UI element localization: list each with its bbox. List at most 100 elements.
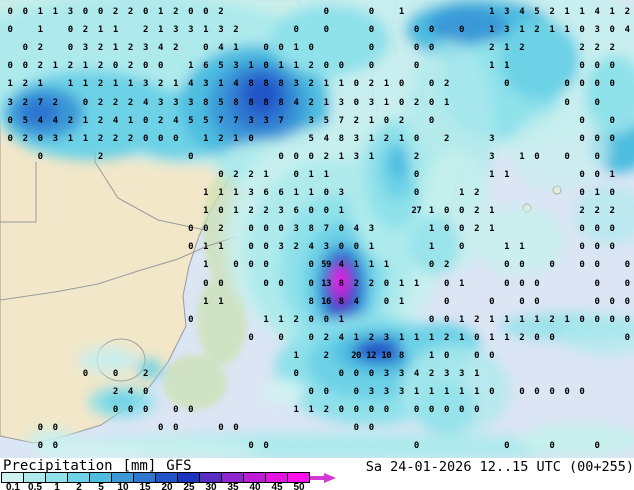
precip-value: 0 xyxy=(233,260,239,271)
precip-value: 0 xyxy=(338,224,344,235)
precip-value: 0 xyxy=(353,97,359,108)
precip-value: 1 xyxy=(82,115,88,126)
valid-time-label: Sa 24-01-2026 12..15 UTC (00+255) xyxy=(365,459,634,475)
precip-value: 2 xyxy=(158,115,163,126)
precip-value: 2 xyxy=(127,133,133,144)
precip-value: 0 xyxy=(579,25,585,36)
precip-value: 0 xyxy=(579,133,585,144)
precip-value: 2 xyxy=(158,79,163,90)
precip-value: 4 xyxy=(127,387,133,398)
legend-title: Precipitation [mm] GFS xyxy=(3,458,192,474)
precip-value: 0 xyxy=(263,278,269,289)
precip-value: 0 xyxy=(609,79,615,90)
precip-value: 1 xyxy=(278,314,284,325)
precip-value: 0 xyxy=(308,387,314,398)
precip-value: 2 xyxy=(127,43,133,54)
precip-value: 3 xyxy=(263,115,269,126)
precip-value: 2 xyxy=(218,224,224,235)
precip-value: 2 xyxy=(173,7,179,17)
precip-value: 1 xyxy=(127,79,133,90)
precip-value: 5 xyxy=(22,115,28,126)
legend-scale-label: 10 xyxy=(117,482,129,490)
precip-value: 2 xyxy=(519,43,525,54)
precip-value: 1 xyxy=(158,7,163,17)
precip-value: 1 xyxy=(579,7,585,17)
color-scale-bar xyxy=(1,472,310,483)
precip-value: 4 xyxy=(158,43,163,54)
precip-value: 6 xyxy=(263,188,269,198)
precip-value: 2 xyxy=(52,97,58,108)
precip-value: 1 xyxy=(428,387,434,398)
precip-value: 0 xyxy=(158,133,163,144)
precip-value: 2 xyxy=(594,43,600,54)
precip-value: 3 xyxy=(398,369,404,379)
precip-value: 3 xyxy=(308,115,314,126)
precip-value: 1 xyxy=(383,79,389,90)
precip-value: 0 xyxy=(383,278,389,289)
precip-value: 0 xyxy=(443,350,449,361)
precip-value: 3 xyxy=(158,97,163,108)
precip-value: 2 xyxy=(323,332,329,343)
precip-value: 1 xyxy=(338,314,344,325)
precip-value: 1 xyxy=(218,296,224,307)
precip-value: 10 xyxy=(381,350,392,361)
precip-value: 0 xyxy=(383,115,389,126)
precip-value: 0 xyxy=(293,169,299,180)
precip-value: 59 xyxy=(321,260,331,271)
precip-value: 0 xyxy=(624,314,630,325)
precip-value: 0 xyxy=(504,441,510,452)
precip-value: 1 xyxy=(308,405,314,416)
precip-value: 0 xyxy=(188,151,194,162)
precip-value: 3 xyxy=(203,79,209,90)
precip-value: 0 xyxy=(218,169,224,180)
precip-value: 5 xyxy=(188,115,194,126)
precip-value: 1 xyxy=(203,242,209,253)
precip-value: 0 xyxy=(443,314,449,325)
precip-value: 0 xyxy=(579,242,585,253)
precip-value: 2 xyxy=(37,61,43,72)
precip-value: 1 xyxy=(398,278,404,289)
precip-value: 2 xyxy=(579,206,585,217)
precip-value: 4 xyxy=(173,115,179,126)
precip-value: 4 xyxy=(519,7,525,17)
precip-value: 1 xyxy=(519,151,525,162)
precip-value: 0 xyxy=(323,61,329,72)
precip-value: 8 xyxy=(248,79,254,90)
precip-value: 2 xyxy=(97,43,103,54)
precip-value: 4 xyxy=(353,296,359,307)
precip-value: 3 xyxy=(293,79,299,90)
precip-value: 2 xyxy=(428,369,434,379)
precip-value: 0 xyxy=(203,43,209,54)
precip-value: 0 xyxy=(519,278,525,289)
precip-value: 0 xyxy=(459,25,464,36)
precip-value: 1 xyxy=(368,260,374,271)
legend-scale-label: 40 xyxy=(249,482,261,490)
precip-value: 0 xyxy=(308,332,314,343)
precip-value: 0 xyxy=(278,278,284,289)
precip-value: 1 xyxy=(504,314,510,325)
precip-value: 0 xyxy=(489,350,495,361)
precip-value: 2 xyxy=(97,133,103,144)
precip-value: 2 xyxy=(22,97,28,108)
precip-value: 0 xyxy=(248,133,254,144)
precip-value: 8 xyxy=(338,296,344,307)
precip-value: 2 xyxy=(263,206,269,217)
precip-value: 1 xyxy=(37,7,43,17)
precip-value: 0 xyxy=(263,224,269,235)
precip-value: 0 xyxy=(534,151,540,162)
precip-value: 0 xyxy=(218,278,224,289)
precip-value: 2 xyxy=(218,7,224,17)
precip-value: 0 xyxy=(624,260,630,271)
precip-value: 0 xyxy=(368,369,374,379)
precip-value: 0 xyxy=(338,242,344,253)
precip-value: 0 xyxy=(323,314,329,325)
precip-value: 1 xyxy=(173,79,179,90)
precip-value: 0 xyxy=(594,260,600,271)
precip-value: 0 xyxy=(112,369,118,379)
precip-value: 1 xyxy=(609,169,615,180)
precip-value: 0 xyxy=(37,423,43,434)
precip-value: 2 xyxy=(127,97,133,108)
model-name: GFS xyxy=(166,458,192,474)
precip-value: 8 xyxy=(278,97,284,108)
precip-value: 0 xyxy=(293,369,299,379)
